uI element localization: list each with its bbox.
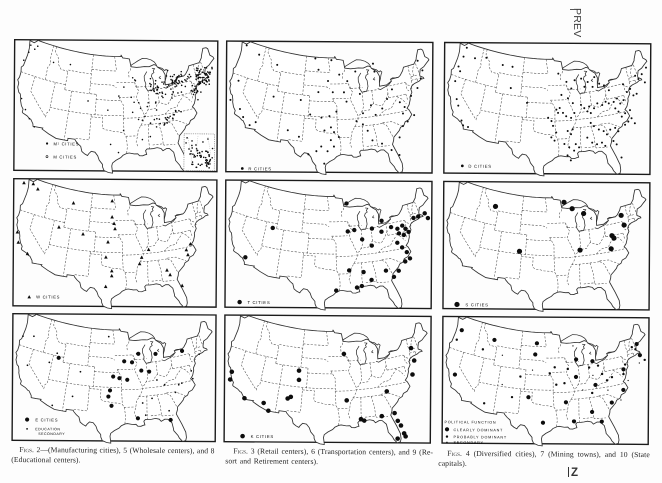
svg-text:K CITIES: K CITIES [250, 434, 273, 439]
svg-text:D CITIES: D CITIES [468, 164, 491, 169]
svg-text:M¹ CITIES: M¹ CITIES [54, 141, 80, 146]
svg-text:E CITIES: E CITIES [35, 417, 58, 422]
svg-text:SECONDARY: SECONDARY [453, 441, 483, 445]
svg-text:T CITIES: T CITIES [247, 300, 270, 305]
svg-text:EDUCATION: EDUCATION [35, 427, 60, 431]
svg-text:SECONDARY: SECONDARY [38, 432, 65, 436]
svg-text:W CITIES: W CITIES [36, 294, 60, 299]
svg-text:S CITIES: S CITIES [465, 302, 488, 307]
svg-text:PROBABLY DOMINANT: PROBABLY DOMINANT [453, 435, 506, 439]
svg-text:M CITIES: M CITIES [53, 154, 77, 159]
svg-text:CLEARLY DOMINANT: CLEARLY DOMINANT [453, 428, 503, 432]
svg-text:R CITIES: R CITIES [248, 166, 272, 171]
svg-text:POLITICAL FUNCTION: POLITICAL FUNCTION [444, 420, 496, 424]
